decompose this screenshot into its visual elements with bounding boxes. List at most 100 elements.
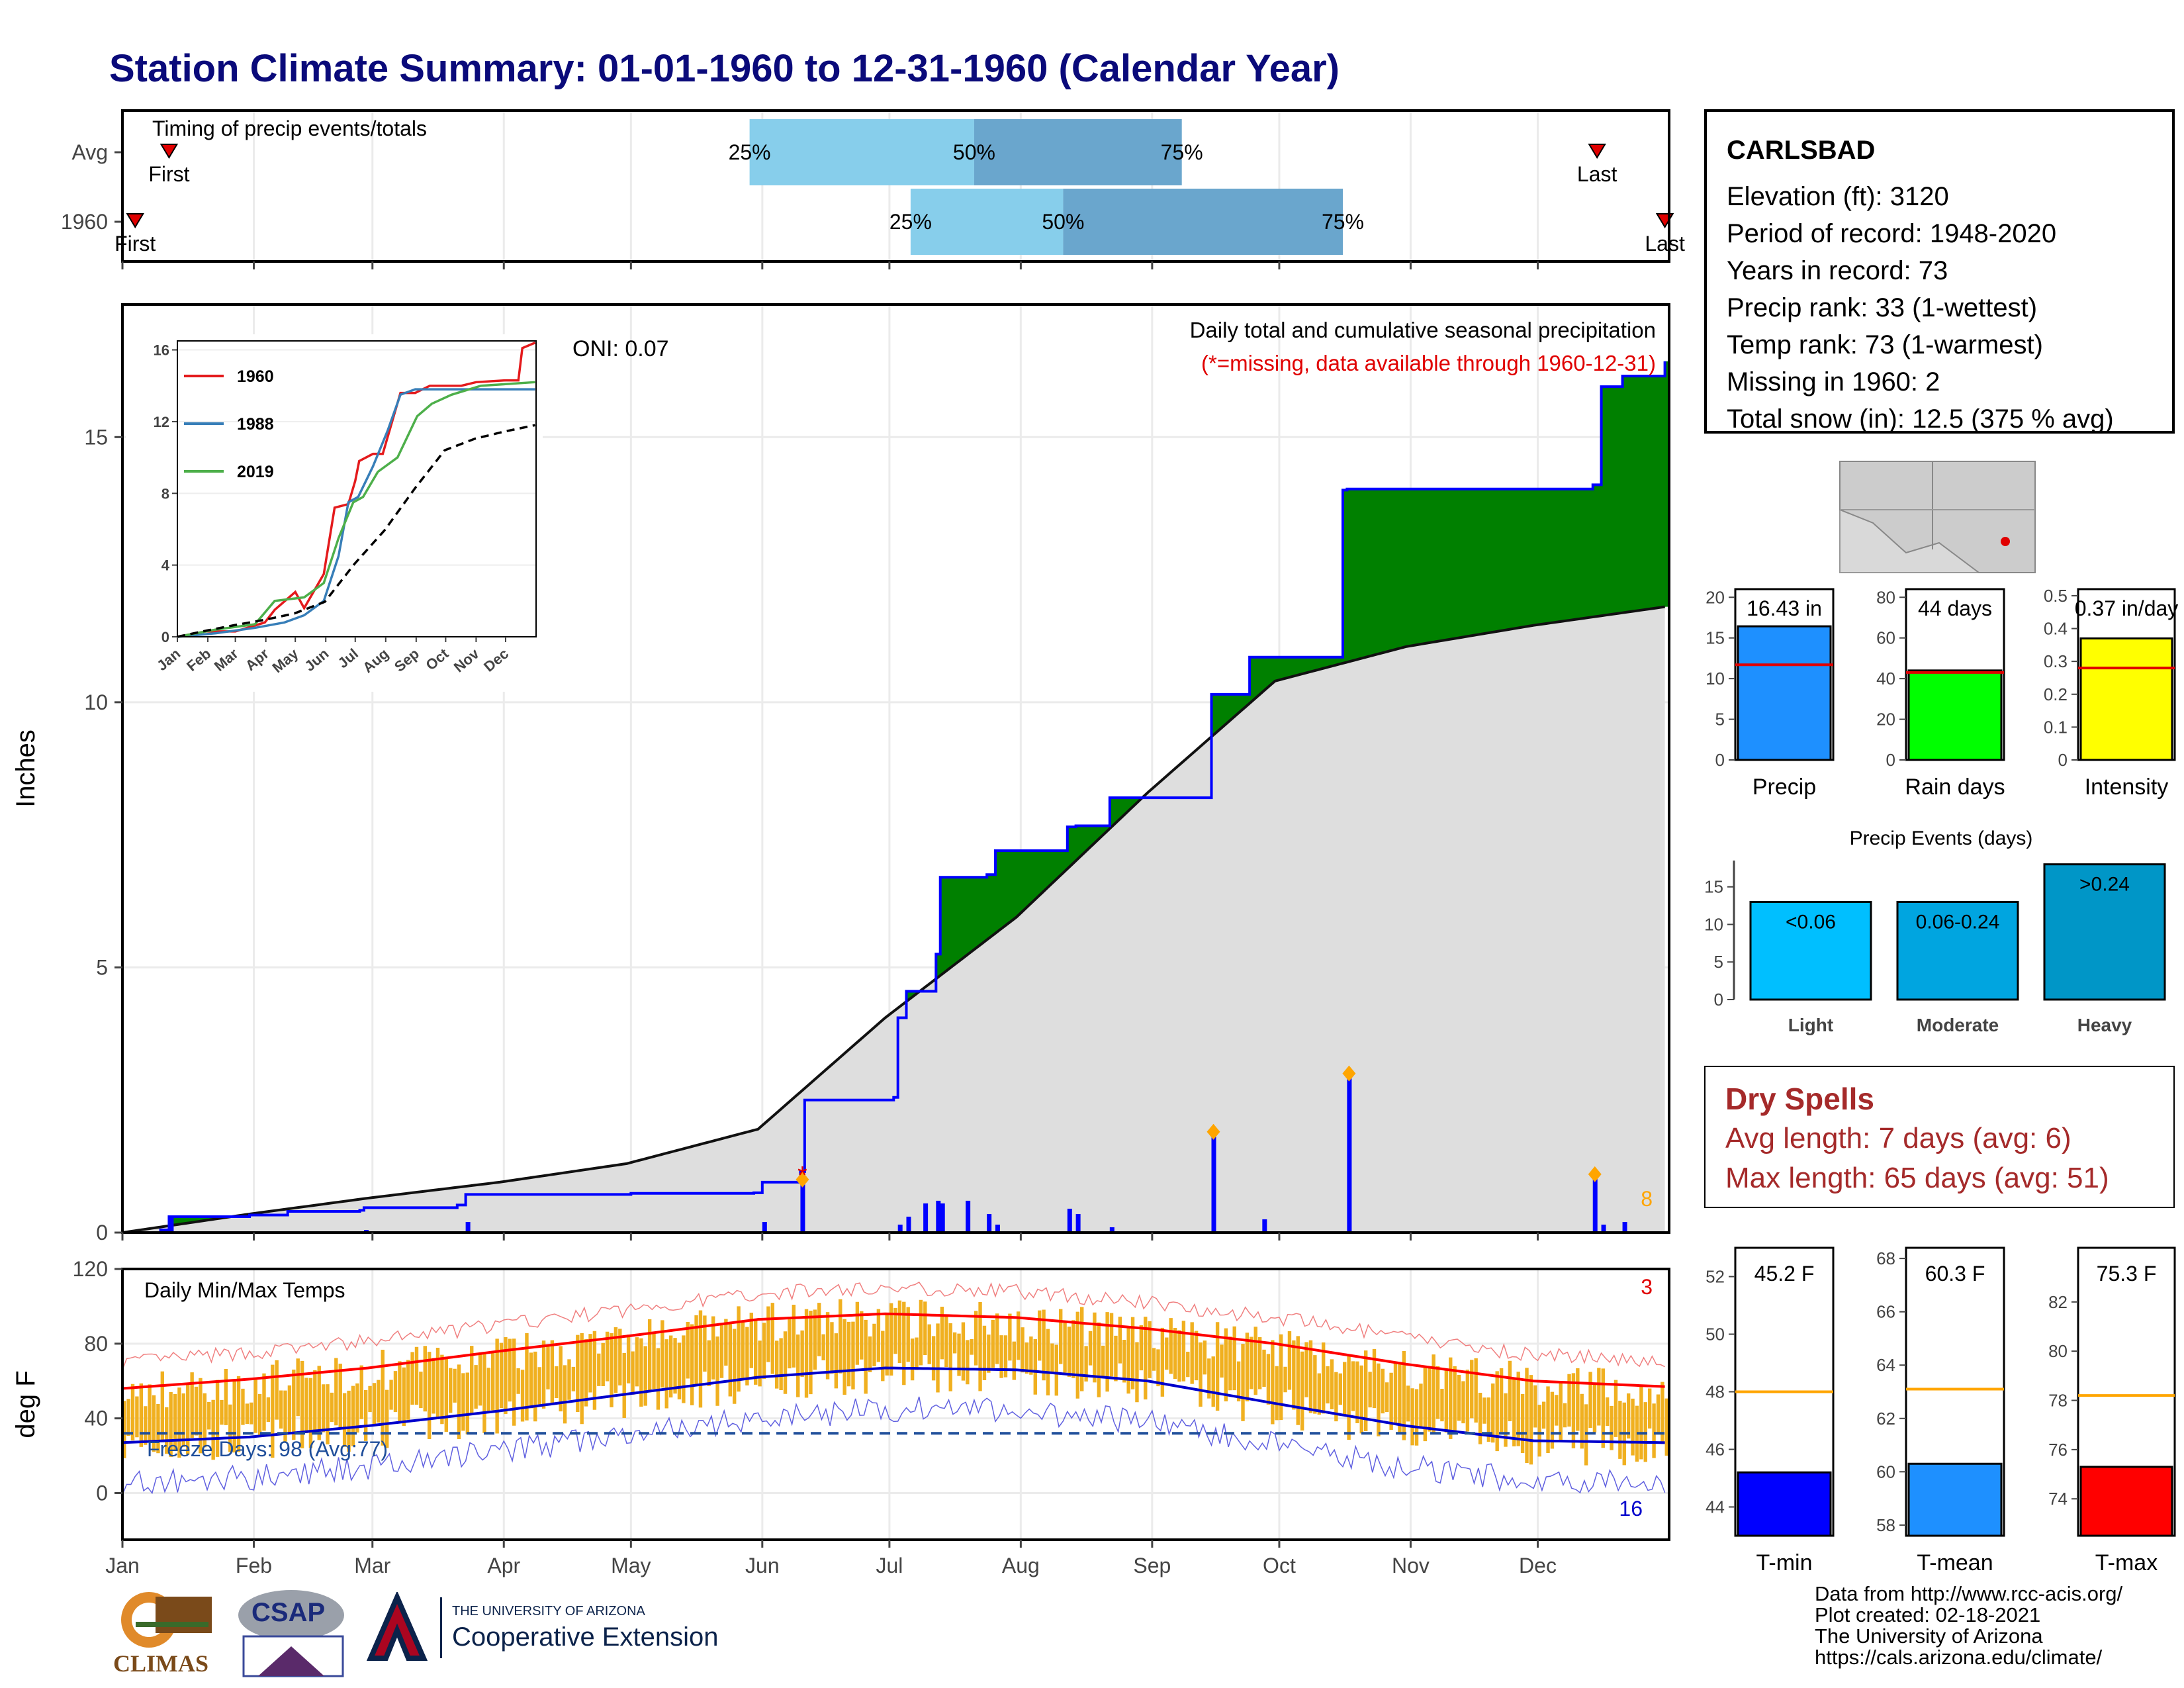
extreme-count: 8 [1641,1187,1653,1211]
summary-ytick-label: 76 [2048,1440,2068,1460]
main-legend-note: (*=missing, data available through 1960-… [1201,351,1656,375]
page-title: Station Climate Summary: 01-01-1960 to 1… [109,47,1340,90]
last-marker-label: Last [1577,162,1617,186]
summary-ytick-label: 40 [1876,669,1895,688]
daily-precip-bar [1075,1213,1081,1233]
temp-ylabel: deg F [11,1370,40,1438]
main-ytick-label: 10 [84,690,108,714]
summary-ytick-label: 78 [2048,1391,2068,1411]
summary-ytick-label: 0.3 [2044,651,2068,671]
ua-line2: Cooperative Extension [452,1622,719,1652]
summary-ytick-label: 58 [1876,1515,1895,1535]
daily-precip-bar [1262,1219,1267,1233]
temp-ytick-label: 120 [73,1257,108,1281]
precip-events-title: Precip Events (days) [1850,827,2033,849]
inset-legend-label: 1960 [237,367,274,386]
temp-ytick-label: 80 [84,1332,108,1356]
quartile-25-label: 25% [889,210,932,234]
summary-value-label: 44 days [1918,596,1992,620]
summary-ytick-label: 50 [1706,1325,1725,1344]
ua-line1: THE UNIVERSITY OF ARIZONA [452,1604,645,1618]
inset-series-line [177,388,535,638]
summary-bar-chart: 0 5 10 15 20 16.43 in Precip [1706,587,1835,800]
main-legend-title: Daily total and cumulative seasonal prec… [1190,318,1656,342]
daily-precip-bar [1211,1131,1216,1233]
credit-line: Data from http://www.rcc-acis.org/ [1815,1582,2123,1605]
oni-label: ONI: 0.07 [572,336,669,361]
month-label: Oct [1263,1554,1296,1577]
daily-precip-bar [940,1203,945,1233]
summary-bar [1737,625,1832,761]
summary-name-label: Precip [1752,774,1816,800]
quartile-bar-lower [910,189,1064,255]
precip-event-value-label: 0.06-0.24 [1916,911,2000,933]
climas-logo: CLIMAS [109,1583,218,1683]
credit-line: The University of Arizona [1815,1624,2043,1648]
precip-event-bar [1896,900,2019,1001]
main-frame [121,303,1670,1234]
daily-precip-bar [1067,1208,1072,1233]
inset-ytick-label: 0 [161,629,169,645]
ua-logo: THE UNIVERSITY OF ARIZONA Cooperative Ex… [361,1590,745,1665]
extreme-precip-point [796,1171,809,1188]
summary-ytick-label: 82 [2048,1292,2068,1312]
station-period: Period of record: 1948-2020 [1727,219,2057,248]
precip-event-bar [1749,900,1872,1001]
station-snow: Total snow (in): 12.5 (375 % avg) [1727,404,2114,434]
summary-bar-chart: 74 76 78 80 82 75.3 F T-max [2048,1246,2176,1575]
normal-tmax-line [122,1312,1665,1390]
summary-bar-chart: 0 20 40 60 80 44 days Rain days [1876,587,2005,800]
temp-title: Daily Min/Max Temps [144,1278,345,1302]
station-missing: Missing in 1960: 2 [1727,367,1940,397]
main-ytick-label: 5 [96,955,108,979]
inset-ytick-label: 16 [154,342,169,359]
last-marker [1588,144,1606,159]
month-label: Sep [1133,1554,1171,1577]
inset-ytick-label: 12 [154,414,169,430]
summary-ytick-label: 44 [1706,1497,1725,1517]
dry-spells-box: Dry Spells Avg length: 7 days (avg: 6) M… [1704,1066,2175,1208]
normal-tmin-line [122,1366,1665,1444]
summary-value-label: 60.3 F [1925,1262,1985,1286]
station-name: CARLSBAD [1727,136,1876,165]
summary-ytick-label: 74 [2048,1489,2068,1509]
summary-ytick-label: 0 [1886,750,1895,770]
inset-ytick-label: 4 [161,557,170,574]
precip-event-value-label: <0.06 [1786,911,1836,933]
inset-legend-label: 1988 [237,415,274,434]
precip-events-ytick-label: 0 [1714,990,1723,1009]
daily-precip-bar [363,1229,369,1233]
credit-line: https://cals.arizona.edu/climate/ [1815,1646,2103,1669]
summary-ytick-label: 68 [1876,1248,1895,1268]
summary-ytick-label: 5 [1715,710,1725,729]
freeze-days-label: Freeze Days: 98 (Avg:77) [147,1437,388,1461]
main-precip-panel: * 8 0 5 10 15 Inches ONI: 0.07 Daily total and c… [11,303,1670,1244]
record-high-line [122,1282,1665,1370]
summary-name-label: T-min [1756,1550,1813,1575]
station-years: Years in record: 73 [1727,256,1948,285]
daily-precip-bar [1601,1224,1606,1233]
inset-series-line [177,424,535,638]
summary-value-label: 75.3 F [2097,1262,2157,1286]
dry-spells-title: Dry Spells [1725,1082,1874,1116]
summary-bar [2079,637,2173,761]
station-elevation: Elevation (ft): 3120 [1727,182,1949,211]
temp-ytick-label: 0 [96,1481,108,1505]
summary-value-label: 16.43 in [1747,596,1822,620]
extreme-precip-point [1588,1166,1602,1182]
credit-line: Plot created: 02-18-2021 [1815,1603,2041,1626]
daily-temp-range-bars [122,1299,1668,1466]
temp-ytick-label: 40 [84,1407,108,1430]
daily-precip-bar [1592,1174,1598,1233]
summary-ytick-label: 64 [1876,1355,1895,1375]
quartile-75-label: 75% [1161,140,1203,164]
summary-ytick-label: 52 [1706,1267,1725,1287]
month-label: Apr [487,1554,520,1577]
summary-ytick-label: 0 [1715,750,1725,770]
precip-event-category-label: Moderate [1917,1015,1999,1035]
month-label: Jan [105,1554,140,1577]
quartile-75-label: 75% [1322,210,1364,234]
first-marker-label: First [148,162,189,186]
station-location-dot [2001,537,2010,546]
